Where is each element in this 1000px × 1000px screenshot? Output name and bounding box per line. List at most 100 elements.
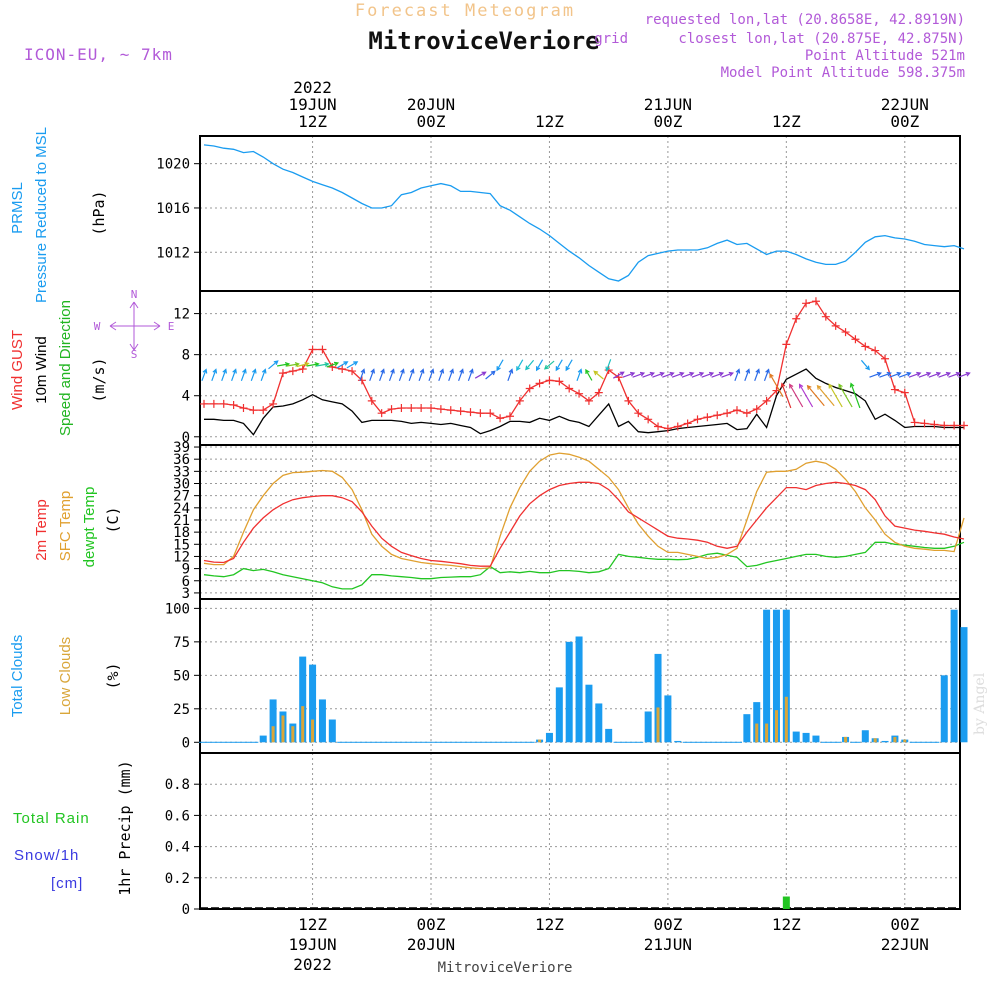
t2m-line — [203, 481, 965, 567]
low-cloud-bar — [893, 736, 897, 743]
panel-label: (C) — [104, 506, 122, 533]
compass-e: E — [168, 320, 175, 333]
total-cloud-bar — [743, 714, 751, 743]
total-cloud-bar — [881, 740, 889, 743]
time-label: 21JUN — [644, 95, 692, 114]
gust-marker — [209, 399, 218, 408]
wind-direction-arrow — [268, 360, 279, 370]
total-cloud-bar — [259, 735, 267, 743]
gust-marker — [525, 384, 534, 393]
total-cloud-bar — [545, 732, 553, 743]
wind-direction-arrow — [535, 359, 544, 372]
wind-direction-arrow — [879, 371, 892, 378]
wind-direction-arrow — [231, 368, 237, 382]
panel-label: Wind GUST — [9, 330, 26, 410]
low-cloud-bar — [903, 739, 907, 743]
low-cloud-bar — [271, 726, 275, 743]
rain-bar — [782, 896, 790, 909]
wind-direction-arrow — [474, 371, 487, 379]
total-cloud-bar — [782, 609, 790, 743]
time-label: 12Z — [535, 112, 564, 131]
wind-direction-arrow — [632, 371, 646, 378]
clouds-panel: 0 25 50 75 100 — [165, 598, 968, 754]
wind-direction-arrow — [221, 368, 227, 382]
wind-direction-arrow — [346, 361, 359, 369]
wind-direction-arrow — [516, 359, 524, 372]
wind-direction-arrow — [798, 383, 814, 408]
wind-direction-arrow — [721, 371, 734, 378]
gust-marker — [732, 406, 741, 415]
panel-label: (%) — [104, 662, 122, 689]
y-tick-label: 100 — [165, 601, 190, 617]
gust-marker — [545, 376, 554, 385]
gust-marker — [387, 405, 396, 414]
wind-direction-arrow — [763, 368, 770, 382]
y-tick-label: 1020 — [156, 157, 190, 173]
wind-direction-arrow — [838, 383, 853, 408]
panel-label: Pressure Reduced to MSL — [33, 127, 50, 303]
gust-marker — [940, 421, 949, 430]
wind-direction-arrow — [691, 371, 705, 378]
low-cloud-bar — [844, 736, 848, 743]
gust-marker — [535, 379, 544, 388]
gust-marker — [871, 346, 880, 355]
panel-label: Low Clouds — [57, 637, 74, 715]
gust-marker — [269, 399, 278, 408]
total-cloud-bar — [555, 687, 563, 743]
gust-marker — [348, 367, 357, 376]
time-label: 00Z — [653, 112, 682, 131]
gust-marker — [910, 418, 919, 427]
gust-marker — [278, 369, 287, 378]
y-tick-label: 18 — [173, 525, 190, 541]
gust-marker — [476, 409, 485, 418]
wind-direction-arrow — [681, 371, 695, 378]
gust-marker — [960, 421, 968, 430]
low-cloud-bar — [281, 715, 285, 743]
time-label: 19JUN — [288, 95, 336, 114]
gust-marker — [782, 340, 791, 349]
y-tick-label: 0.4 — [165, 840, 190, 856]
gust-marker — [881, 354, 890, 363]
y-tick-label: 9 — [182, 562, 190, 578]
wind-direction-arrow — [585, 368, 593, 381]
wind-direction-arrow — [593, 370, 604, 380]
wind-direction-arrow — [622, 371, 636, 378]
low-cloud-bar — [774, 710, 778, 743]
y-tick-label: 30 — [173, 477, 190, 493]
wind-panel: 0 4 8 12 — [173, 290, 971, 446]
wind-direction-arrow — [379, 368, 385, 382]
panel-label: Total Clouds — [9, 635, 26, 718]
wind-direction-arrow — [828, 383, 843, 408]
wind-direction-arrow — [780, 382, 792, 409]
gust-marker — [367, 396, 376, 405]
time-label: 2022 — [293, 78, 332, 97]
product-title: Forecast Meteogram — [355, 1, 575, 21]
time-label: 12Z — [298, 112, 327, 131]
gust-marker — [890, 385, 899, 394]
gust-marker — [930, 420, 939, 429]
panel-label: (m/s) — [90, 357, 108, 402]
y-tick-label: 0.8 — [165, 777, 190, 793]
time-label: 00Z — [890, 112, 919, 131]
y-tick-label: 15 — [173, 537, 190, 553]
snow-legend: Snow/1h — [14, 847, 79, 864]
gust-marker — [466, 408, 475, 417]
gust-marker — [239, 404, 248, 413]
panel-label: 1hr Precip (mm) — [116, 760, 134, 895]
gust-marker — [328, 362, 337, 371]
gust-marker — [565, 384, 574, 393]
gust-marker — [811, 297, 820, 306]
wind-direction-arrow — [662, 371, 675, 378]
low-cloud-bar — [538, 739, 542, 743]
panel-label: PRMSL — [9, 182, 26, 234]
wind-direction-arrow — [958, 371, 971, 378]
gust-marker — [436, 405, 445, 414]
wind-direction-arrow — [744, 368, 751, 382]
gust-marker — [377, 409, 386, 418]
closest-coords: closest lon,lat (20.875E, 42.875N) — [678, 31, 965, 47]
wind-gust-line — [204, 300, 964, 430]
gust-marker — [575, 389, 584, 398]
gust-marker — [505, 412, 514, 421]
